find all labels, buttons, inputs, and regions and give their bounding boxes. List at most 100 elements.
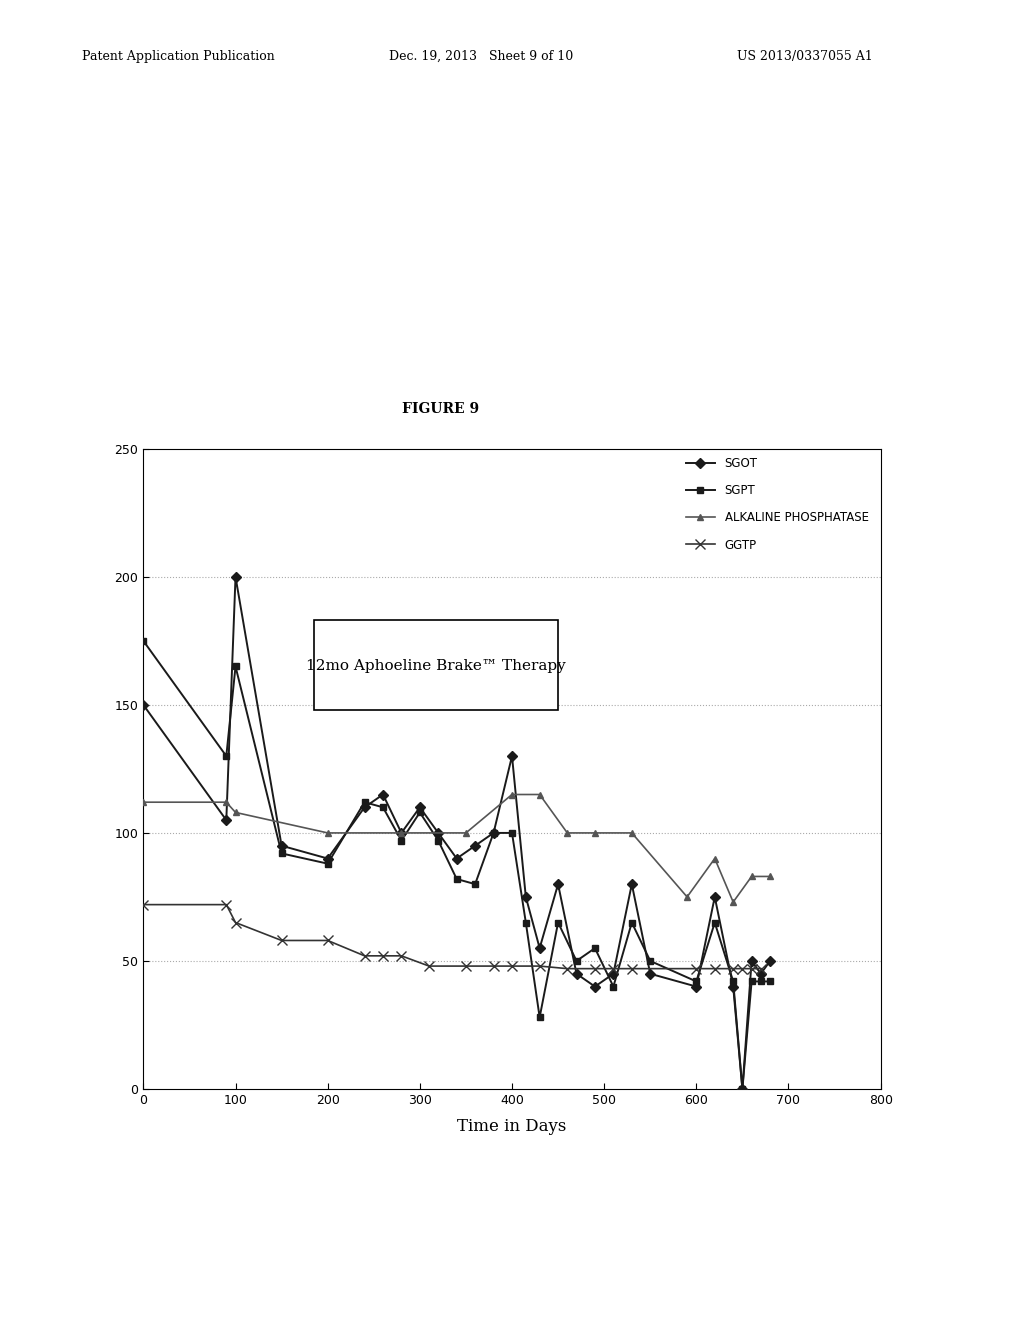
SGPT	[552, 915, 564, 931]
SGPT	[414, 804, 426, 820]
Text: FIGURE 9: FIGURE 9	[401, 401, 479, 416]
SGPT	[736, 1081, 749, 1097]
Bar	[313, 620, 558, 710]
SGPT	[275, 846, 288, 862]
SGOT	[727, 978, 739, 994]
X-axis label: Time in Days: Time in Days	[458, 1118, 566, 1135]
SGPT	[534, 1010, 546, 1026]
GGTP	[626, 961, 638, 977]
ALKALINE PHOSPHATASE	[460, 825, 472, 841]
SGOT	[137, 697, 150, 713]
GGTP	[220, 896, 232, 912]
SGPT	[377, 800, 389, 816]
GGTP	[423, 958, 435, 974]
SGOT	[570, 966, 583, 982]
SGOT	[764, 953, 776, 969]
Line: SGOT: SGOT	[140, 573, 773, 1093]
SGPT	[644, 953, 656, 969]
SGOT	[552, 876, 564, 892]
SGOT	[626, 876, 638, 892]
Text: 12mo Aphoeline Brake™ Therapy: 12mo Aphoeline Brake™ Therapy	[305, 660, 565, 673]
SGPT	[520, 915, 532, 931]
ALKALINE PHOSPHATASE	[220, 795, 232, 810]
SGOT	[534, 940, 546, 956]
SGPT	[229, 659, 242, 675]
GGTP	[275, 932, 288, 948]
SGOT	[229, 569, 242, 585]
SGOT	[220, 812, 232, 828]
ALKALINE PHOSPHATASE	[626, 825, 638, 841]
Line: GGTP: GGTP	[138, 900, 766, 974]
SGPT	[358, 795, 371, 810]
SGOT	[487, 825, 500, 841]
SGOT	[395, 825, 408, 841]
GGTP	[589, 961, 601, 977]
Text: Dec. 19, 2013   Sheet 9 of 10: Dec. 19, 2013 Sheet 9 of 10	[389, 50, 573, 63]
ALKALINE PHOSPHATASE	[534, 787, 546, 803]
GGTP	[736, 961, 749, 977]
SGPT	[589, 940, 601, 956]
ALKALINE PHOSPHATASE	[137, 795, 150, 810]
SGPT	[469, 876, 481, 892]
SGOT	[377, 787, 389, 803]
Line: SGPT: SGPT	[140, 638, 773, 1093]
SGPT	[607, 978, 620, 994]
SGPT	[432, 833, 444, 849]
GGTP	[690, 961, 702, 977]
Text: US 2013/0337055 A1: US 2013/0337055 A1	[737, 50, 873, 63]
ALKALINE PHOSPHATASE	[727, 894, 739, 909]
SGOT	[414, 800, 426, 816]
GGTP	[322, 932, 334, 948]
SGPT	[137, 634, 150, 649]
SGOT	[432, 825, 444, 841]
SGPT	[727, 974, 739, 990]
SGPT	[487, 825, 500, 841]
GGTP	[395, 948, 408, 964]
GGTP	[460, 958, 472, 974]
GGTP	[487, 958, 500, 974]
SGPT	[322, 855, 334, 871]
SGPT	[570, 953, 583, 969]
ALKALINE PHOSPHATASE	[506, 787, 518, 803]
GGTP	[534, 958, 546, 974]
ALKALINE PHOSPHATASE	[745, 869, 758, 884]
ALKALINE PHOSPHATASE	[229, 804, 242, 820]
GGTP	[607, 961, 620, 977]
SGPT	[506, 825, 518, 841]
ALKALINE PHOSPHATASE	[561, 825, 573, 841]
GGTP	[137, 896, 150, 912]
SGPT	[745, 974, 758, 990]
ALKALINE PHOSPHATASE	[395, 825, 408, 841]
Line: ALKALINE PHOSPHATASE: ALKALINE PHOSPHATASE	[140, 791, 773, 906]
GGTP	[709, 961, 721, 977]
GGTP	[229, 915, 242, 931]
ALKALINE PHOSPHATASE	[709, 850, 721, 866]
SGPT	[451, 871, 463, 887]
SGPT	[764, 974, 776, 990]
ALKALINE PHOSPHATASE	[589, 825, 601, 841]
SGOT	[451, 850, 463, 866]
SGOT	[275, 838, 288, 854]
SGOT	[589, 978, 601, 994]
ALKALINE PHOSPHATASE	[681, 890, 693, 906]
SGPT	[626, 915, 638, 931]
GGTP	[755, 961, 767, 977]
SGPT	[690, 974, 702, 990]
SGOT	[607, 966, 620, 982]
Legend: SGOT, SGPT, ALKALINE PHOSPHATASE, GGTP: SGOT, SGPT, ALKALINE PHOSPHATASE, GGTP	[681, 453, 873, 556]
SGPT	[755, 974, 767, 990]
SGOT	[322, 850, 334, 866]
Text: Patent Application Publication: Patent Application Publication	[82, 50, 274, 63]
SGPT	[709, 915, 721, 931]
SGOT	[745, 953, 758, 969]
SGPT	[220, 748, 232, 764]
GGTP	[506, 958, 518, 974]
ALKALINE PHOSPHATASE	[322, 825, 334, 841]
SGOT	[358, 800, 371, 816]
SGOT	[520, 890, 532, 906]
GGTP	[745, 961, 758, 977]
SGOT	[755, 966, 767, 982]
GGTP	[358, 948, 371, 964]
SGOT	[736, 1081, 749, 1097]
ALKALINE PHOSPHATASE	[764, 869, 776, 884]
